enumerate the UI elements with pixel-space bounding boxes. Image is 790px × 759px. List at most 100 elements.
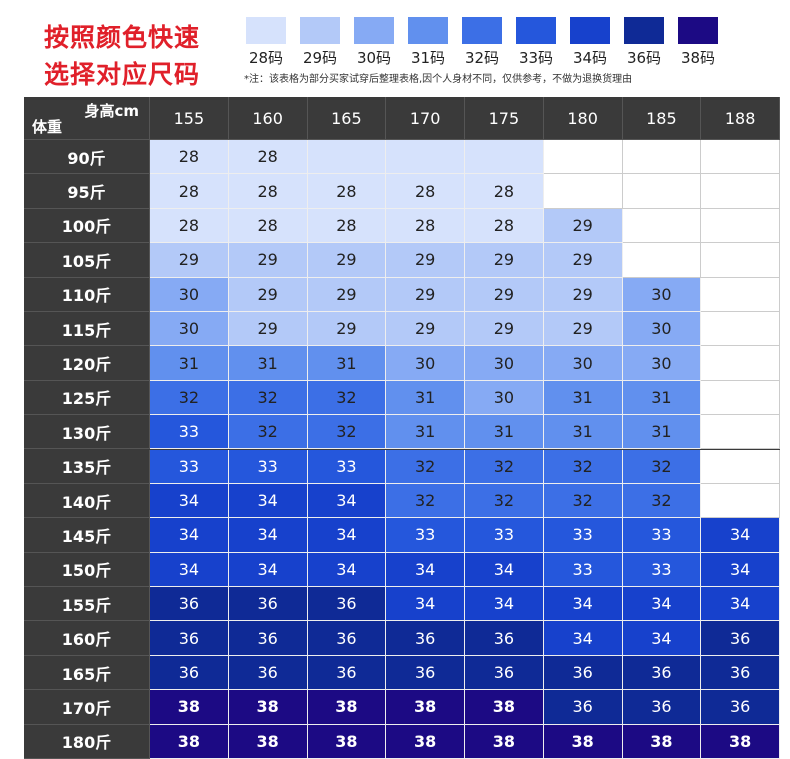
row-header: 165斤 [24,655,150,691]
shaded-cell [465,140,544,175]
size-cell: 29 [228,311,308,347]
size-cell: 38 [465,724,544,759]
size-cell: 29 [307,311,387,347]
size-cell: 30 [465,346,544,381]
legend-swatch [408,17,448,44]
size-cell: 34 [543,587,623,622]
size-cell: 36 [701,621,780,656]
column-header: 170 [386,97,465,140]
size-cell: 29 [465,243,544,278]
size-cell: 28 [307,208,387,244]
size-cell: 38 [622,724,702,759]
corner-top: 身高cm [84,102,139,120]
row-header: 135斤 [24,449,150,484]
size-cell: 36 [386,621,465,656]
size-cell: 34 [386,552,465,588]
size-cell: 38 [228,724,308,759]
column-header: 188 [701,97,780,140]
size-cell: 29 [386,277,465,312]
row-header: 120斤 [24,346,150,381]
size-cell: 28 [228,208,308,244]
size-cell: 36 [386,655,465,691]
size-cell: 33 [150,415,229,450]
size-cell: 34 [307,483,387,519]
empty-cell [701,140,780,175]
size-cell: 34 [543,621,623,656]
size-cell: 32 [386,483,465,519]
size-cell: 36 [150,621,229,656]
size-cell: 34 [150,483,229,519]
size-cell: 30 [465,380,544,416]
size-cell: 33 [228,449,308,484]
legend-label: 36码 [626,49,662,67]
size-cell: 34 [701,518,780,553]
legend-label: 32码 [464,49,500,67]
size-cell: 29 [543,311,623,347]
empty-cell [622,174,702,209]
size-cell: 38 [150,690,229,725]
legend-swatch [570,17,610,44]
row-header: 95斤 [24,174,150,209]
size-cell: 34 [465,587,544,622]
size-cell: 33 [307,449,387,484]
size-cell: 29 [150,243,229,278]
empty-cell [701,415,780,450]
size-cell: 28 [150,208,229,244]
empty-cell [701,277,780,312]
size-cell: 32 [622,483,702,519]
empty-cell [701,346,780,381]
size-cell: 31 [307,346,387,381]
legend-swatch [462,17,502,44]
size-cell: 32 [543,449,623,484]
size-cell: 29 [465,277,544,312]
legend-swatch [678,17,718,44]
size-cell: 38 [307,724,387,759]
column-header: 165 [307,97,387,140]
empty-cell [543,140,623,175]
size-cell: 33 [150,449,229,484]
size-cell: 30 [386,346,465,381]
size-cell: 38 [465,690,544,725]
size-cell: 34 [228,518,308,553]
size-cell: 29 [228,243,308,278]
size-cell: 33 [543,552,623,588]
size-cell: 36 [228,587,308,622]
size-cell: 34 [228,552,308,588]
size-cell: 33 [386,518,465,553]
size-cell: 36 [465,655,544,691]
size-cell: 31 [228,346,308,381]
legend-swatch [516,17,556,44]
size-cell: 32 [543,483,623,519]
column-header: 175 [465,97,544,140]
empty-cell [701,208,780,244]
size-cell: 38 [150,724,229,759]
size-cell: 28 [228,174,308,209]
size-cell: 36 [543,690,623,725]
size-cell: 29 [543,208,623,244]
size-cell: 32 [307,380,387,416]
size-cell: 30 [150,311,229,347]
size-cell: 28 [386,208,465,244]
size-cell: 28 [150,174,229,209]
size-cell: 36 [150,587,229,622]
row-header: 110斤 [24,277,150,312]
size-cell: 30 [543,346,623,381]
size-cell: 28 [465,208,544,244]
legend-swatch [246,17,286,44]
size-cell: 31 [543,380,623,416]
size-cell: 28 [307,174,387,209]
size-cell: 36 [701,690,780,725]
empty-cell [701,174,780,209]
row-header: 125斤 [24,380,150,416]
size-cell: 33 [465,518,544,553]
size-cell: 29 [543,277,623,312]
size-cell: 31 [465,415,544,450]
size-cell: 34 [622,587,702,622]
size-cell: 33 [622,552,702,588]
size-cell: 32 [465,483,544,519]
size-cell: 29 [386,311,465,347]
empty-cell [701,449,780,484]
row-header: 170斤 [24,690,150,725]
size-cell: 29 [465,311,544,347]
